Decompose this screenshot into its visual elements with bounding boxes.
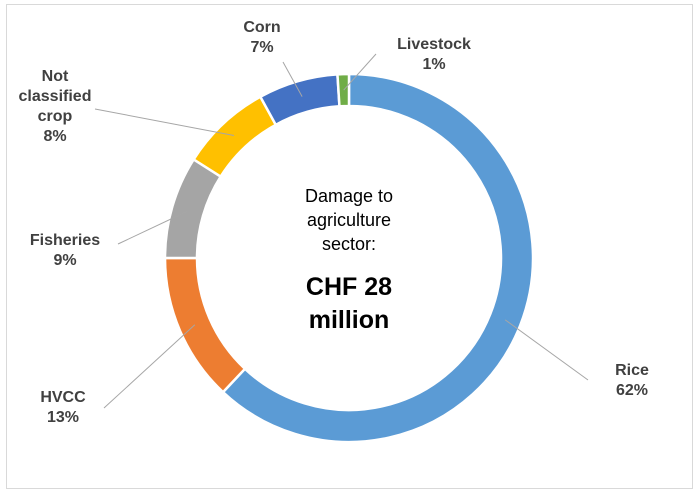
- center-amount-line-1: CHF 28: [306, 273, 392, 301]
- slice-rice: [221, 72, 535, 444]
- leader-line-livestock: [343, 53, 377, 91]
- slice-livestock: [336, 72, 351, 108]
- slice-corn: [258, 73, 341, 127]
- percent-label: 13%: [47, 409, 79, 426]
- category-label: crop: [38, 108, 73, 125]
- percent-label: 7%: [250, 39, 273, 56]
- percent-label: 9%: [53, 252, 76, 269]
- label-fisheries: Fisheries 9%: [30, 232, 100, 269]
- label-corn: Corn 7%: [243, 19, 280, 56]
- donut-slices: [163, 72, 535, 444]
- leader-line-fisheries: [117, 210, 188, 245]
- percent-label: 1%: [422, 56, 445, 73]
- center-line-3: sector:: [322, 234, 376, 254]
- slice-labels: Rice 62% HVCC 13% Fisheries 9% Not classified cr…: [19, 19, 649, 426]
- category-label: classified: [19, 88, 92, 105]
- slice-fisheries: [163, 157, 223, 260]
- category-label: Rice: [615, 362, 649, 379]
- slice-not-classified-crop: [191, 95, 278, 179]
- percent-label: 62%: [616, 382, 648, 399]
- category-label: Corn: [243, 19, 280, 36]
- leader-lines: [94, 53, 589, 409]
- category-label: Fisheries: [30, 232, 100, 249]
- leader-line-not-classified-crop: [94, 108, 235, 137]
- label-livestock: Livestock 1%: [397, 36, 471, 73]
- category-label: Livestock: [397, 36, 471, 53]
- leader-line-corn: [282, 61, 303, 97]
- category-label: Not: [42, 68, 69, 85]
- center-line-1: Damage to: [305, 186, 393, 206]
- center-amount-line-2: million: [309, 306, 390, 334]
- leader-line-rice: [504, 319, 589, 381]
- percent-label: 8%: [43, 128, 66, 145]
- label-hvcc: HVCC 13%: [40, 389, 86, 426]
- center-line-2: agriculture: [307, 210, 391, 230]
- label-rice: Rice 62%: [615, 362, 649, 399]
- category-label: HVCC: [40, 389, 86, 406]
- center-label: Damage to agriculture sector: CHF 28 mil…: [305, 186, 393, 334]
- label-not-classified-crop: Not classified crop 8%: [19, 68, 92, 145]
- leader-line-hvcc: [103, 324, 196, 409]
- slice-hvcc: [163, 256, 247, 394]
